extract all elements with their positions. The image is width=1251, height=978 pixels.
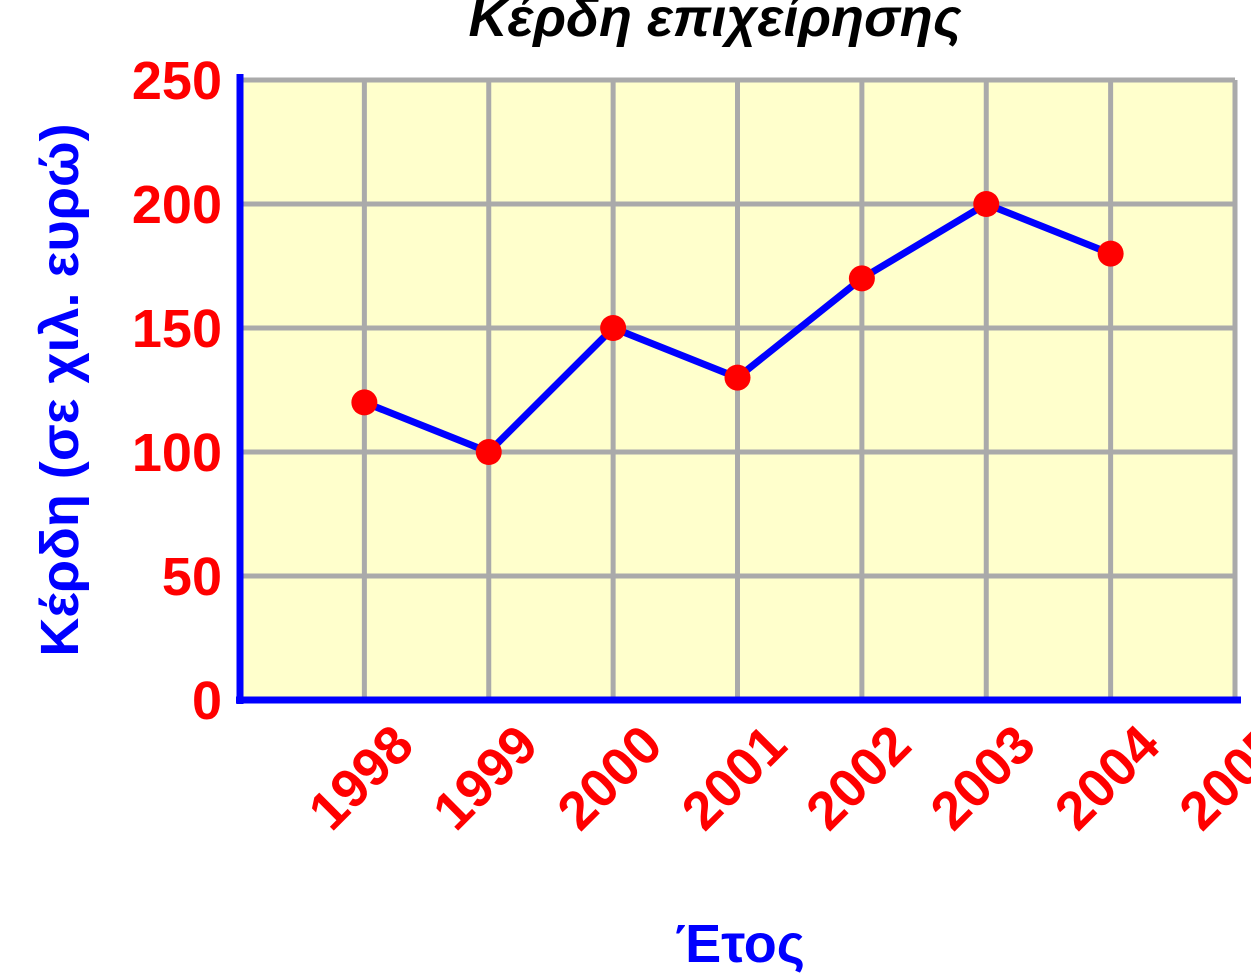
data-point: [351, 389, 378, 416]
x-tick-label: 1999: [422, 714, 549, 841]
x-axis-label: Έτος: [675, 914, 805, 974]
x-tick-label: 2003: [919, 714, 1046, 841]
y-tick-label: 200: [132, 175, 222, 235]
x-tick-label: 2004: [1044, 714, 1171, 841]
data-point: [475, 439, 502, 465]
data-point: [973, 191, 1000, 217]
data-point: [1097, 240, 1124, 267]
x-tick-label: 1998: [297, 714, 424, 841]
data-point: [600, 315, 627, 341]
y-tick-label: 150: [132, 299, 222, 359]
chart-title: Κέρδη επιχείρησης: [468, 0, 961, 48]
x-tick-label: 2000: [546, 714, 673, 841]
x-tick-label: 2002: [795, 714, 922, 841]
data-point: [724, 364, 751, 391]
y-tick-label: 0: [192, 671, 222, 731]
x-tick-label: 2001: [671, 714, 798, 841]
y-tick-label: 250: [132, 51, 222, 111]
x-tick-label: 2005: [1168, 714, 1251, 841]
data-point: [848, 265, 875, 292]
y-tick-label: 100: [132, 423, 222, 483]
y-axis-label: Κέρδη (σε χιλ. ευρώ): [30, 123, 90, 656]
y-tick-label: 50: [162, 547, 222, 607]
